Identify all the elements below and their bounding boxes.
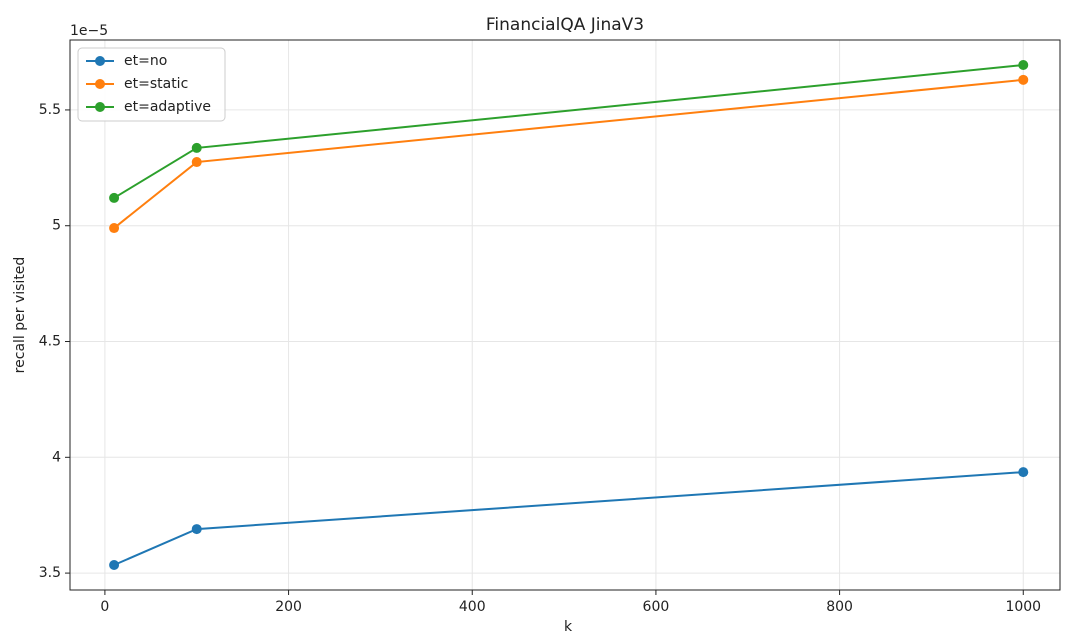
- data-point: [109, 559, 120, 570]
- legend-marker: [95, 79, 105, 89]
- y-offset-label: 1e−5: [70, 23, 108, 39]
- y-tick-label: 4: [52, 449, 61, 465]
- y-tick-label: 5.5: [39, 102, 61, 118]
- data-point: [109, 223, 120, 234]
- legend-label: et=no: [124, 53, 167, 69]
- series-line: [113, 78, 1024, 229]
- legend-marker: [95, 102, 105, 112]
- x-tick-label: 0: [100, 599, 109, 615]
- data-point: [1018, 60, 1029, 71]
- y-tick-label: 5: [52, 218, 61, 234]
- legend-label: et=static: [124, 76, 188, 92]
- series-line: [113, 471, 1024, 566]
- x-tick-label: 800: [826, 599, 853, 615]
- data-point: [191, 524, 202, 535]
- chart-title: FinancialQA JinaV3: [486, 15, 644, 35]
- x-tick-label: 1000: [1005, 599, 1041, 615]
- x-tick-label: 400: [459, 599, 486, 615]
- series-line: [113, 64, 1024, 199]
- y-tick-label: 4.5: [39, 334, 61, 350]
- y-axis-label: recall per visited: [12, 257, 28, 374]
- plot-frame: [69, 39, 1061, 591]
- legend-label: et=adaptive: [124, 99, 211, 115]
- data-point: [1018, 74, 1029, 85]
- legend-box: [77, 47, 226, 122]
- x-axis-label: k: [564, 619, 573, 633]
- y-tick-label: 3.5: [39, 565, 61, 581]
- data-point: [1018, 467, 1029, 478]
- x-tick-label: 600: [643, 599, 670, 615]
- data-point: [191, 157, 202, 168]
- data-point: [191, 142, 202, 153]
- x-tick-label: 200: [275, 599, 302, 615]
- legend-marker: [95, 56, 105, 66]
- data-point: [109, 192, 120, 203]
